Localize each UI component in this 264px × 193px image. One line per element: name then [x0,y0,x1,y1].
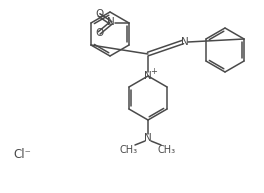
Text: O: O [95,28,103,38]
Text: N: N [144,133,152,143]
Text: O: O [95,9,103,19]
Text: CH₃: CH₃ [120,145,138,155]
Text: N: N [181,37,189,47]
Text: +: + [150,68,157,76]
Text: CH₃: CH₃ [158,145,176,155]
Text: N: N [144,71,152,81]
Text: Cl⁻: Cl⁻ [13,148,31,162]
Text: N: N [107,17,115,27]
